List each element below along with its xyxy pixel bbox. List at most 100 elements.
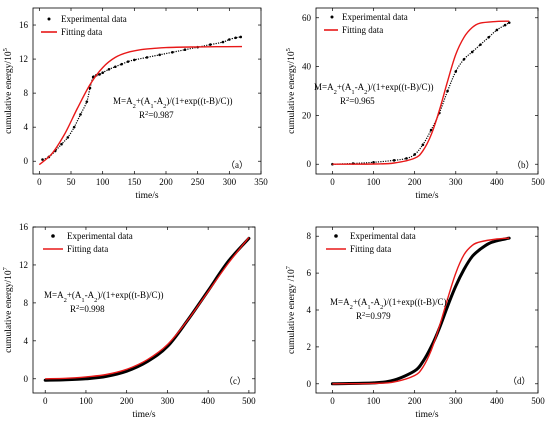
fit-equation: M=A2+(A1-A2)/(1+exp((t-B)/C)) [44, 290, 163, 304]
experimental-point [421, 143, 425, 147]
experimental-point [495, 28, 499, 32]
y-tick-label: 4 [307, 305, 312, 315]
experimental-point [446, 89, 449, 93]
chart-panel-c: 0 100 200 300 400 5000481216time/scumulative … [2, 222, 256, 420]
r-squared-value: =0.979 [365, 311, 391, 321]
x-tick-label: 400 [201, 396, 215, 406]
x-tick-label: 0 [37, 177, 42, 187]
y-tick-label: 16 [19, 222, 29, 232]
experimental-point [114, 65, 117, 69]
experimental-point [405, 157, 408, 160]
x-tick-label: 50 [67, 177, 77, 187]
experimental-point [107, 67, 111, 71]
fit-equation-part: M= [330, 297, 343, 307]
fit-equation: M=A2+(A1-A2)/(1+exp((t-B)/C)) [314, 82, 433, 96]
legend-label-fitting: Fitting data [342, 25, 383, 35]
experimental-point [72, 125, 76, 129]
fit-equation-part: +(A [136, 96, 151, 106]
fit-equation-part: 2 [133, 103, 136, 110]
legend-marker-experimental [330, 15, 334, 19]
experimental-point [479, 43, 482, 46]
plot-frame [32, 226, 256, 394]
panel-label: （c） [224, 376, 246, 386]
fit-equation-part: A [57, 290, 64, 300]
x-axis-label: time/s [132, 410, 156, 420]
y-axis-label-exponent: 7 [2, 266, 9, 270]
experimental-point [392, 159, 396, 162]
legend-marker-experimental [47, 17, 51, 21]
x-tick-label: 100 [367, 396, 381, 406]
x-tick-label: 300 [223, 177, 237, 187]
fit-equation-part: 1 [367, 304, 370, 311]
y-tick-label: 0 [24, 374, 29, 384]
experimental-point [503, 23, 507, 27]
legend: Experimental data Fitting data [41, 14, 127, 37]
y-tick-label: 2 [307, 342, 312, 352]
experimental-point [234, 36, 237, 40]
experimental-point [79, 113, 82, 116]
y-tick-label: 0 [307, 159, 312, 169]
plot-area [331, 20, 511, 166]
y-axis-label: cumulative energy/107 [2, 266, 14, 352]
fit-equation-part: )/(1+exp((t-B)/C)) [367, 82, 433, 92]
experimental-point [470, 50, 474, 54]
x-tick-label: 500 [242, 396, 256, 406]
y-axis-label-text: cumulative energy /10 [287, 269, 297, 354]
plot-area [43, 236, 251, 382]
experimental-line [330, 236, 511, 386]
fit-equation-part: -A [154, 96, 164, 106]
x-tick-label: 400 [490, 177, 504, 187]
r-squared: R2=0.987 [139, 110, 174, 121]
fit-equation-part: )/(1+exp((t-B)/C)) [166, 96, 232, 106]
y-tick-label: 8 [24, 298, 29, 308]
y-tick-label: 6 [307, 268, 312, 278]
r-squared-exponent: 2 [145, 110, 148, 117]
plot-area [330, 236, 511, 386]
experimental-point [239, 35, 243, 39]
experimental-point [507, 21, 511, 24]
r-squared: R2=0.965 [340, 96, 375, 107]
legend-label-experimental: Experimental data [67, 231, 133, 241]
panel-label: （d） [508, 376, 531, 386]
r-squared-symbol: R [70, 304, 76, 314]
fit-equation-part: 2 [163, 103, 166, 110]
r-squared-value: =0.987 [148, 110, 174, 120]
experimental-point [41, 158, 44, 161]
y-tick-label: 0 [307, 379, 312, 389]
x-tick-label: 100 [96, 177, 110, 187]
r-squared-exponent: 2 [362, 311, 365, 318]
legend-marker-experimental [51, 234, 55, 238]
fit-equation-part: 2 [350, 304, 353, 311]
y-axis-label: cumulative energy/105 [2, 48, 14, 134]
legend-label-fitting: Fitting data [350, 244, 391, 254]
experimental-point [145, 56, 149, 59]
fit-equation-part: 2 [334, 89, 337, 96]
x-tick-label: 150 [128, 177, 142, 187]
r-squared: R2=0.979 [356, 311, 391, 322]
fit-equation-part: )/(1+exp((t-B)/C)) [383, 297, 449, 307]
legend-label-experimental: Experimental data [342, 12, 408, 22]
experimental-point [171, 50, 174, 54]
y-tick-label: 60 [302, 13, 312, 23]
y-tick-label: 4 [24, 336, 29, 346]
legend-label-fitting: Fitting data [61, 27, 102, 37]
experimental-point [101, 71, 104, 74]
x-tick-label: 300 [449, 177, 463, 187]
fit-equation-part: 2 [364, 89, 367, 96]
fit-equation-part: M= [44, 290, 57, 300]
fit-equation-part: 2 [380, 304, 383, 311]
fit-equation: M=A2+(A1-A2)/(1+exp((t-B)/C)) [113, 96, 232, 110]
x-tick-label: 250 [191, 177, 205, 187]
x-tick-label: 200 [408, 177, 422, 187]
experimental-point [228, 38, 231, 41]
experimental-point [209, 43, 212, 46]
chart-panel-b: 0 100 200 300 400 500 0 20 40 60 time/s cumulative … [285, 7, 545, 201]
x-tick-label: 200 [408, 396, 422, 406]
y-axis-label-exponent: 5 [2, 48, 9, 51]
experimental-point [60, 142, 63, 146]
fit-equation-part: )/(1+exp((t-B)/C)) [97, 290, 163, 300]
fit-equation-part: A [126, 96, 133, 106]
x-tick-label: 200 [120, 396, 134, 406]
experimental-point [221, 40, 225, 44]
